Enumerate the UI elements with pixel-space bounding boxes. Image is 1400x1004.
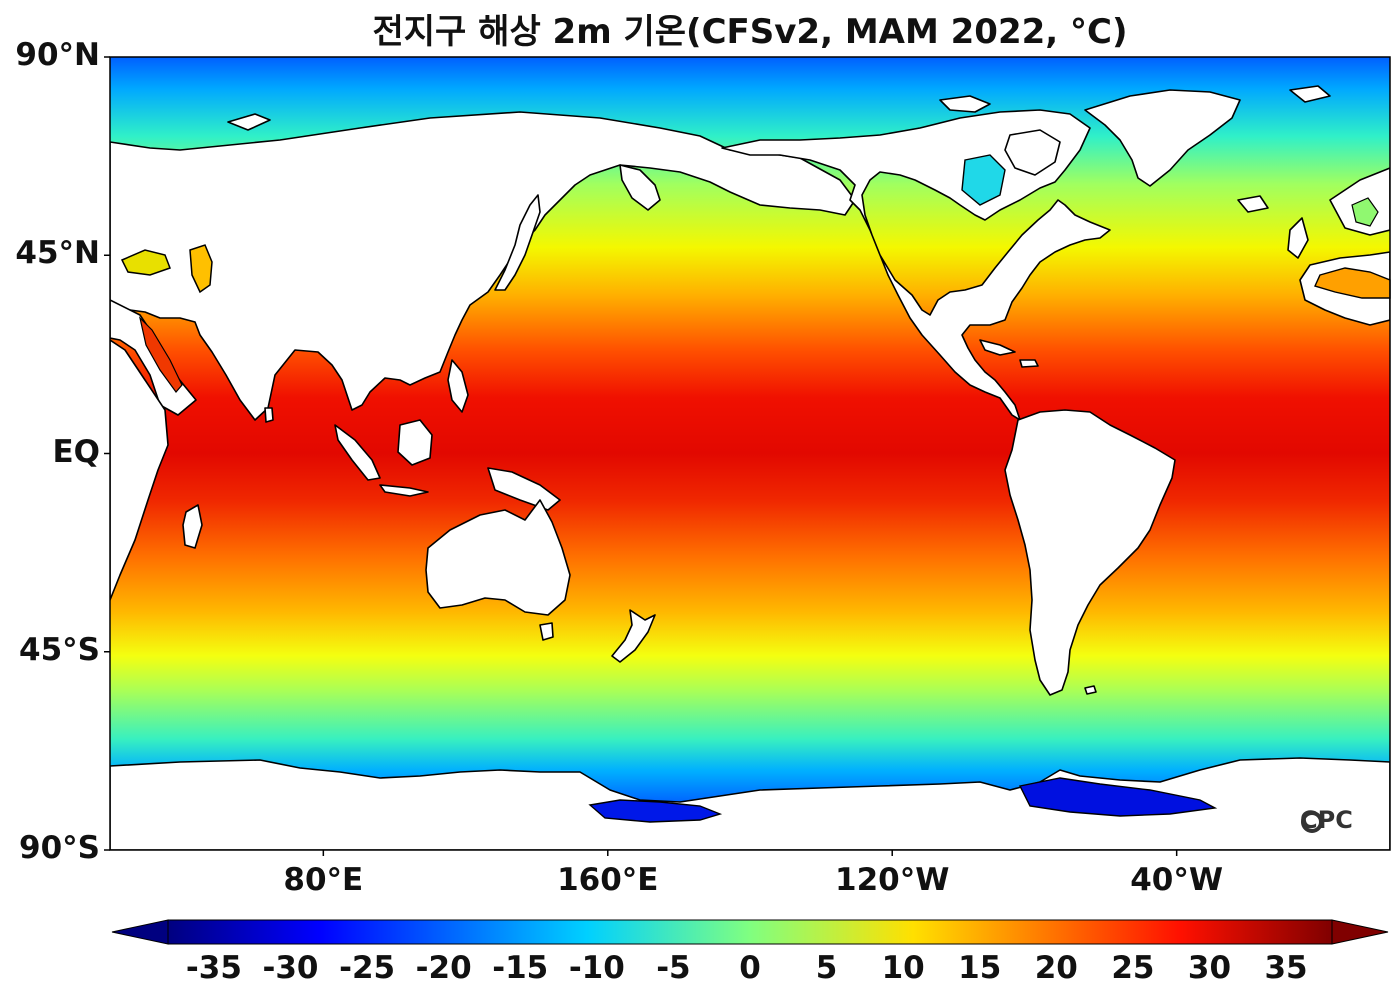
sea-black xyxy=(120,249,171,276)
lat-ticks xyxy=(104,56,110,851)
land-falklands xyxy=(1084,685,1097,695)
colorbar-tick-label: 20 xyxy=(1034,950,1078,986)
colorbar-tick-label: -5 xyxy=(656,950,691,986)
colorbar-tick-label: 0 xyxy=(739,950,761,986)
land-sumatra xyxy=(334,424,381,481)
land-novaya xyxy=(227,113,271,131)
sea-weddell xyxy=(1018,777,1218,817)
colorbar-tick-label: -30 xyxy=(262,950,319,986)
land-southamerica xyxy=(1004,409,1176,696)
land-eurasia xyxy=(110,111,856,421)
colorbar-tick-label: -15 xyxy=(492,950,549,986)
land-newguinea xyxy=(487,467,561,511)
land-greenland xyxy=(1084,89,1241,187)
colorbar-tick-label: -10 xyxy=(568,950,625,986)
colorbar-extend-low xyxy=(111,919,169,945)
lat-tick-label: 45°S xyxy=(19,631,100,668)
land-borneo xyxy=(397,419,433,466)
land-kamchatka xyxy=(619,164,661,211)
sea-caspian xyxy=(189,244,213,294)
land-baffin xyxy=(1004,129,1061,176)
land-madagascar xyxy=(182,504,203,549)
sea-ross xyxy=(588,799,723,823)
sea-red xyxy=(138,316,183,393)
colorbar-body xyxy=(167,919,1333,945)
colorbar-tick-label: -35 xyxy=(185,950,242,986)
map-title: 전지구 해상 2m 기온(CFSv2, MAM 2022, °C) xyxy=(372,12,1128,52)
colorbar-tick-label: 10 xyxy=(881,950,925,986)
lon-ticks xyxy=(322,850,1178,856)
lat-tick-label: EQ xyxy=(52,433,100,470)
lon-tick-label: 120°W xyxy=(835,862,950,898)
colorbar-tick-label: 5 xyxy=(815,950,838,986)
land-newzealand xyxy=(611,609,656,663)
land-srilanka xyxy=(264,407,274,423)
lat-tick-label: 90°S xyxy=(19,830,100,866)
colorbar-tick-label: 15 xyxy=(958,950,1002,986)
sea-baltic xyxy=(1351,197,1379,227)
land-arctic-islands xyxy=(939,95,991,113)
lon-tick-label: 40°W xyxy=(1130,862,1224,898)
land-cuba xyxy=(979,339,1016,356)
land-britain xyxy=(1287,217,1309,259)
colorbar-extend-high xyxy=(1331,919,1389,945)
land-philippines xyxy=(447,359,469,413)
land-iceland xyxy=(1237,195,1269,213)
land-java xyxy=(379,484,429,497)
colorbar-tick-label: 30 xyxy=(1187,950,1232,986)
sea-hudson xyxy=(961,154,1006,206)
colorbar xyxy=(111,919,1389,945)
colorbar-tick-label: -20 xyxy=(415,950,472,986)
lon-tick-label: 160°E xyxy=(557,862,659,898)
lat-tick-label: 90°N xyxy=(15,37,100,73)
colorbar-tick-label: 35 xyxy=(1264,950,1308,986)
land-japan xyxy=(494,194,541,291)
cpc-watermark: CPC xyxy=(1300,806,1353,834)
land-northamerica xyxy=(721,109,1111,421)
land-africa xyxy=(110,339,169,601)
lon-tick-label: 80°E xyxy=(283,862,364,898)
land-tasmania xyxy=(539,622,554,641)
land-australia xyxy=(425,499,571,616)
cpc-logo-icon xyxy=(1301,811,1323,833)
colorbar-tick-label: -25 xyxy=(339,950,396,986)
lat-tick-label: 45°N xyxy=(15,235,100,272)
land-svalbard xyxy=(1289,85,1331,103)
land-hispaniola xyxy=(1019,359,1039,368)
colorbar-tick-label: 25 xyxy=(1111,950,1155,986)
